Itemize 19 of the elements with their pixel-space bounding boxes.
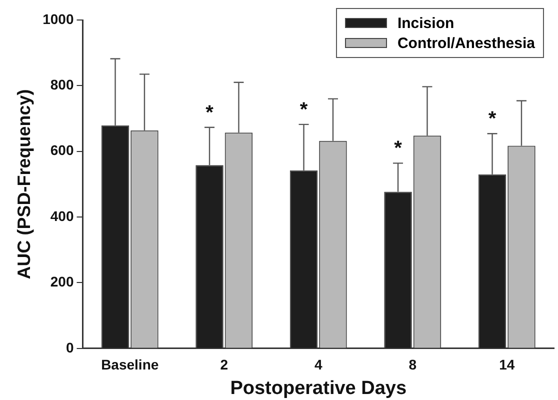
y-tick-label: 1000 — [42, 10, 74, 27]
legend-label: Incision — [397, 14, 454, 32]
data-label: * — [300, 98, 308, 121]
data-label: * — [206, 102, 214, 124]
x-tick-label: 14 — [499, 356, 515, 373]
data-label: * — [394, 138, 402, 160]
x-tick-label: 8 — [408, 356, 417, 373]
y-tick-label: 400 — [50, 208, 74, 224]
x-axis-title: Postoperative Days — [230, 378, 407, 399]
y-axis-title: AUC (PSD-Frequency) — [14, 89, 34, 280]
x-tick-label: 4 — [314, 356, 322, 373]
x-tick-label: 2 — [220, 356, 228, 373]
legend-label: Control/Anesthesia — [397, 34, 535, 52]
y-tick-label: 200 — [50, 274, 74, 290]
y-tick-label: 0 — [66, 339, 74, 356]
y-tick-label: 800 — [50, 76, 74, 93]
data-label: * — [488, 108, 496, 130]
x-tick-label: Baseline — [101, 356, 159, 373]
y-tick-label: 600 — [50, 142, 74, 158]
